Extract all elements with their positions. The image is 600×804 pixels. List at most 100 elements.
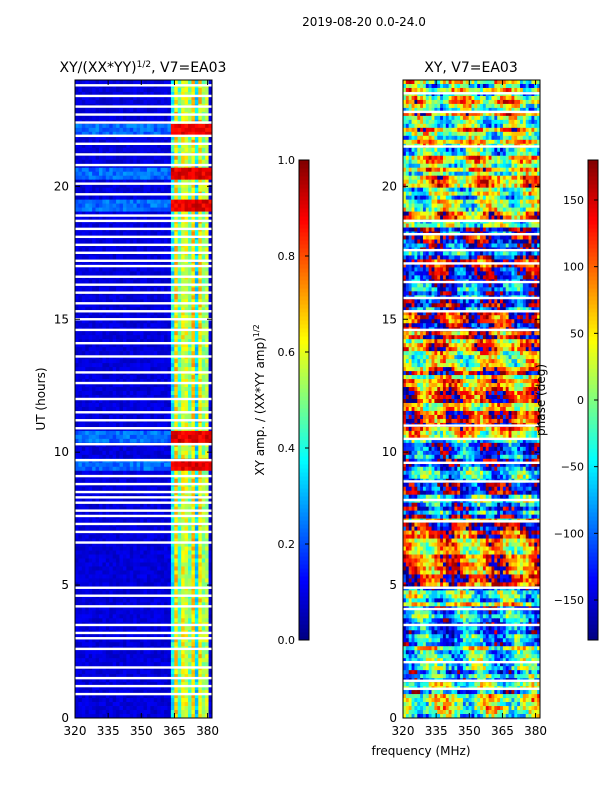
amp-cell — [177, 566, 182, 571]
amp-cell — [184, 123, 189, 129]
amp-cell — [146, 155, 151, 161]
amp-cell — [153, 223, 158, 228]
amp-cell — [98, 80, 103, 85]
amp-cell — [102, 91, 107, 97]
amp-cell — [92, 542, 96, 547]
amp-cell — [205, 387, 209, 392]
amp-cell — [194, 454, 199, 460]
amp-cell — [140, 375, 144, 380]
amp-cell — [184, 127, 189, 133]
amp-cell — [78, 391, 83, 396]
amp-cell — [150, 454, 155, 460]
amp-cell — [78, 422, 83, 428]
amp-cell — [150, 438, 155, 444]
amp-cell — [109, 99, 114, 105]
amp-cell — [198, 466, 203, 472]
amp-cell — [102, 127, 107, 133]
amp-cell — [194, 550, 199, 555]
amp-cell — [150, 80, 155, 85]
amp-cell — [126, 267, 131, 272]
amp-cell — [116, 498, 120, 504]
amp-cell — [140, 438, 144, 444]
amp-cell — [81, 542, 86, 547]
amp-cell — [150, 199, 155, 205]
amp-cell — [177, 239, 182, 244]
amp-cell — [201, 131, 206, 137]
amp-cell — [153, 287, 158, 292]
amp-cell — [126, 143, 131, 149]
amp-cell — [109, 518, 114, 524]
amp-cell — [126, 223, 131, 228]
amp-cell — [177, 502, 182, 508]
amp-cell — [160, 399, 165, 404]
amp-cell — [181, 566, 185, 571]
amp-cell — [160, 87, 165, 93]
amp-cell — [95, 159, 100, 165]
amp-cell — [157, 422, 162, 428]
amp-cell — [153, 331, 158, 336]
amp-cell — [126, 135, 131, 141]
amp-cell — [177, 139, 182, 145]
amp-cell — [85, 211, 90, 216]
amp-cell — [167, 179, 172, 185]
amp-cell — [95, 387, 100, 392]
amp-cell — [201, 323, 206, 328]
amp-cell — [95, 422, 100, 428]
amp-cell — [75, 179, 79, 185]
amp-cell — [129, 434, 134, 440]
amp-cell — [191, 247, 196, 252]
amp-cell — [160, 510, 165, 516]
amp-cell — [181, 359, 185, 364]
amp-cell — [146, 95, 151, 101]
amp-cell — [136, 99, 141, 105]
amp-cell — [133, 80, 138, 85]
amp-cell — [105, 171, 110, 177]
amp-cell — [184, 199, 189, 205]
amp-cell — [126, 399, 131, 404]
amp-cell — [81, 438, 86, 444]
amp-cell — [81, 311, 86, 316]
amp-cell — [140, 315, 144, 320]
amp-cell — [181, 558, 185, 563]
amp-cell — [105, 143, 110, 149]
amp-cell — [85, 562, 90, 567]
amp-cell — [136, 167, 141, 173]
amp-cell — [167, 303, 172, 308]
amp-cell — [129, 135, 134, 141]
amp-cell — [109, 562, 114, 567]
amp-cell — [157, 123, 162, 129]
amp-cell — [150, 347, 155, 352]
amp-cell — [85, 107, 90, 113]
amp-cell — [164, 323, 168, 328]
amp-cell — [188, 143, 192, 149]
amp-cell — [78, 143, 83, 149]
amp-cell — [167, 267, 172, 272]
amp-cell — [102, 80, 107, 85]
amp-cell — [205, 506, 209, 512]
amp-cell — [95, 566, 100, 571]
amp-cell — [191, 183, 196, 189]
amp-cell — [146, 211, 151, 216]
amp-cell — [181, 414, 185, 420]
amp-cell — [116, 446, 120, 452]
amp-cell — [188, 303, 192, 308]
amp-cell — [85, 319, 90, 324]
amp-cell — [188, 335, 192, 340]
amp-cell — [188, 215, 192, 220]
amp-cell — [112, 299, 117, 304]
amp-cell — [116, 247, 120, 252]
amp-cell — [92, 215, 96, 220]
amp-cell — [188, 307, 192, 312]
amp-cell — [81, 323, 86, 328]
amp-cell — [92, 383, 96, 388]
amp-cell — [150, 375, 155, 380]
amp-cell — [164, 383, 168, 388]
amp-cell — [194, 171, 199, 177]
amp-cell — [150, 550, 155, 555]
amp-cell — [78, 518, 83, 524]
amp-cell — [194, 183, 199, 189]
amp-cell — [105, 351, 110, 356]
amp-cell — [160, 231, 165, 236]
amp-cell — [133, 454, 138, 460]
amp-cell — [92, 231, 96, 236]
